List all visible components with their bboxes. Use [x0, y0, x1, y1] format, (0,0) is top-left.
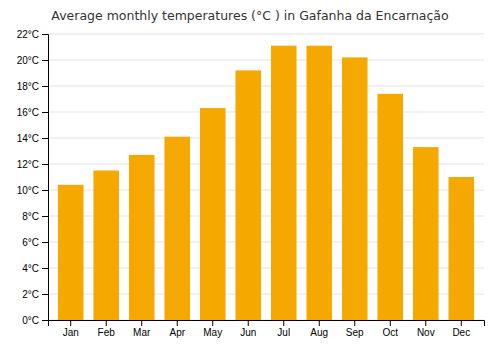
tick-label: 6°C: [22, 237, 39, 248]
tick-label: 12°C: [17, 159, 39, 170]
tick-label: Jan: [63, 327, 79, 338]
bar: [164, 137, 190, 320]
tick-mark: [248, 320, 249, 326]
tick: May: [203, 320, 222, 338]
bar: [129, 155, 155, 320]
tick-mark: [106, 320, 107, 326]
tick-mark: [42, 268, 48, 269]
tick-label: 2°C: [22, 289, 39, 300]
tick-label: 16°C: [17, 107, 39, 118]
tick-mark: [42, 242, 48, 243]
tick-label: 22°C: [17, 29, 39, 40]
bars: [58, 46, 474, 320]
title: Average monthly temperatures (°C ) in Ga…: [51, 8, 448, 23]
y-axis: 0°C 2°C 4°C 6°C 8°C 10°C 12°C 14°C 16°C 18°C 20°C 2…: [17, 29, 49, 326]
tick-mark: [42, 112, 48, 113]
axis-line: [42, 35, 49, 321]
tick-mark: [42, 138, 48, 139]
bar: [377, 94, 403, 320]
tick: 6°C: [22, 237, 48, 248]
tick: 14°C: [17, 133, 48, 144]
tick-mark: [70, 320, 71, 326]
tick: Feb: [98, 320, 116, 338]
tick-label: 20°C: [17, 55, 39, 66]
tick-label: May: [203, 327, 222, 338]
tick-mark: [42, 60, 48, 61]
tick-mark: [212, 320, 213, 326]
tick-label: 18°C: [17, 81, 39, 92]
tick: 4°C: [22, 263, 48, 274]
tick-label: Jun: [240, 327, 256, 338]
tick: 16°C: [17, 107, 48, 118]
chart: 0°C 2°C 4°C 6°C 8°C 10°C 12°C 14°C 16°C 18°C 20°C 2…: [0, 0, 500, 350]
tick-mark: [283, 320, 284, 326]
bar: [271, 46, 297, 320]
tick-mark: [461, 320, 462, 326]
bar: [306, 46, 332, 320]
tick: Sep: [346, 320, 364, 338]
grid-line: [48, 60, 484, 61]
tick-label: Mar: [133, 327, 151, 338]
tick: 2°C: [22, 289, 48, 300]
tick: 18°C: [17, 81, 48, 92]
tick: Nov: [417, 320, 435, 338]
tick-mark: [141, 320, 142, 326]
bar: [413, 147, 439, 320]
tick-label: Feb: [98, 327, 116, 338]
grid-line: [48, 86, 484, 87]
tick-label: 10°C: [17, 185, 39, 196]
tick-label: Jul: [277, 327, 290, 338]
tick: 0°C: [22, 315, 48, 326]
grid: [48, 34, 484, 320]
tick-mark: [42, 190, 48, 191]
tick-mark: [354, 320, 355, 326]
bar: [58, 185, 84, 320]
bar: [200, 108, 226, 320]
tick-label: 0°C: [22, 315, 39, 326]
tick-label: Sep: [346, 327, 364, 338]
bar: [448, 177, 474, 320]
grid-line: [48, 138, 484, 139]
tick-label: Nov: [417, 327, 435, 338]
axis-line: [49, 321, 485, 327]
tick: 10°C: [17, 185, 48, 196]
tick-mark: [42, 34, 48, 35]
bar: [235, 70, 261, 320]
tick: 22°C: [17, 29, 48, 40]
tick-mark: [42, 86, 48, 87]
tick-mark: [390, 320, 391, 326]
tick-mark: [425, 320, 426, 326]
tick-label: Apr: [169, 327, 185, 338]
tick: Dec: [452, 320, 470, 338]
tick: 12°C: [17, 159, 48, 170]
bar: [93, 171, 119, 321]
tick-mark: [42, 216, 48, 217]
tick-mark: [42, 294, 48, 295]
tick-label: Dec: [452, 327, 470, 338]
tick-label: 8°C: [22, 211, 39, 222]
tick-label: 4°C: [22, 263, 39, 274]
tick-mark: [42, 164, 48, 165]
tick: Oct: [382, 320, 398, 338]
tick: Mar: [133, 320, 151, 338]
tick-mark: [177, 320, 178, 326]
tick: 8°C: [22, 211, 48, 222]
tick: 20°C: [17, 55, 48, 66]
tick-label: Oct: [382, 327, 398, 338]
tick: Jan: [63, 320, 79, 338]
tick-label: Aug: [310, 327, 328, 338]
bar: [342, 57, 368, 320]
x-axis: Jan Feb Mar Apr May Jun Jul Aug Sep Oct Nov Dec: [49, 320, 485, 338]
tick-mark: [319, 320, 320, 326]
tick: Jun: [240, 320, 256, 338]
plot-area: 0°C 2°C 4°C 6°C 8°C 10°C 12°C 14°C 16°C 18°C 20°C 2…: [17, 29, 485, 338]
grid-line: [48, 112, 484, 113]
tick: Jul: [277, 320, 290, 338]
grid-line: [48, 34, 484, 35]
tick-mark: [42, 320, 48, 321]
tick: Aug: [310, 320, 328, 338]
tick-label: 14°C: [17, 133, 39, 144]
tick: Apr: [169, 320, 185, 338]
